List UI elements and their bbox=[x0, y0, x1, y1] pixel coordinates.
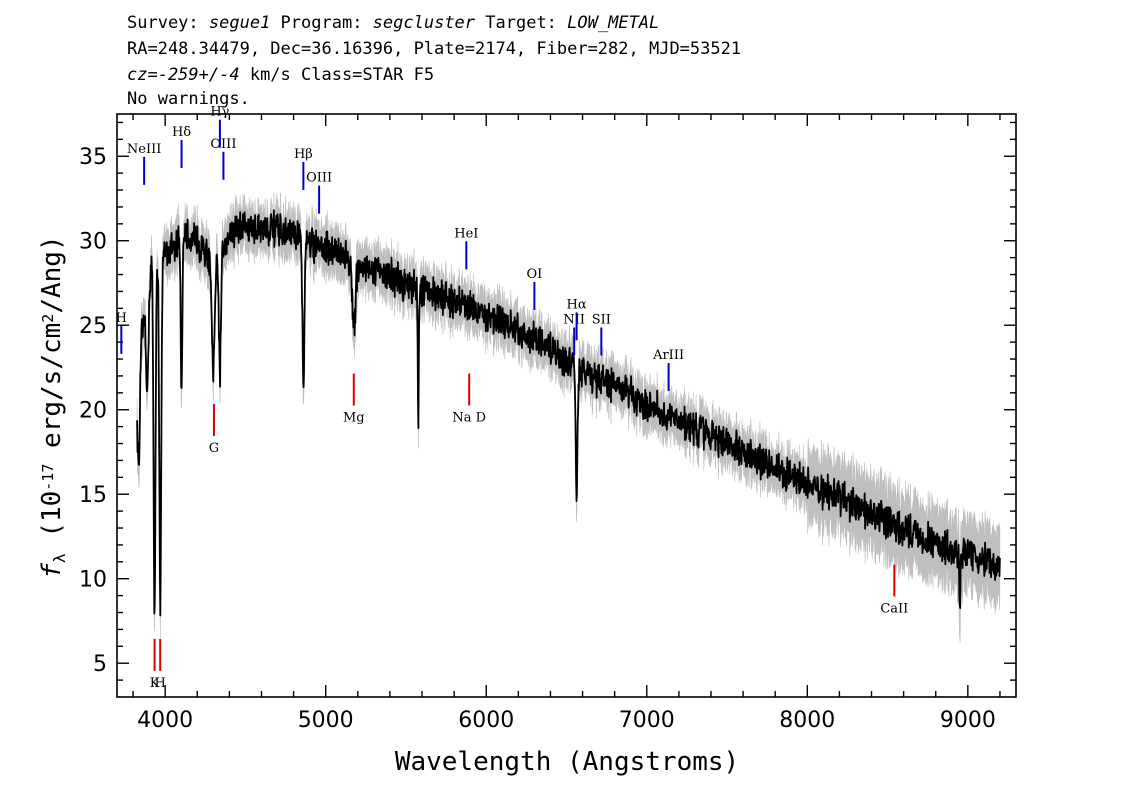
flux-layer bbox=[136, 209, 1001, 617]
line-label: K bbox=[150, 676, 160, 691]
line-label: NeIII bbox=[127, 142, 161, 157]
y-axis-label: fλ (10-17 erg/s/cm2/Ang) bbox=[37, 235, 69, 578]
axes: 4000 5000 6000 7000 8000 9000 5 10 15 20 25 30 35 bbox=[79, 113, 1017, 733]
header-run: LOW_METAL bbox=[567, 13, 659, 33]
header-line-2: RA=248.34479, Dec=36.16396, Plate=2174, … bbox=[127, 39, 741, 59]
y-label-run: /Ang) bbox=[37, 235, 67, 313]
x-tick-label: 8000 bbox=[779, 708, 835, 733]
line-label: OIII bbox=[306, 171, 332, 186]
line-label: SII bbox=[592, 313, 611, 328]
header-run: segue1 bbox=[209, 13, 270, 33]
header-run: Program: bbox=[270, 13, 372, 33]
x-tick-label: 9000 bbox=[940, 708, 996, 733]
line-label: NII bbox=[563, 313, 585, 328]
line-label: Hγ bbox=[210, 105, 229, 120]
line-label: ArIII bbox=[652, 348, 684, 363]
y-label-run: (10 bbox=[37, 491, 67, 554]
line-markers: HNeIIIHδHγOIIIHβOIIIHeIOINIIHαSIIArIIIKH… bbox=[116, 105, 909, 691]
flux-series-line bbox=[136, 209, 1001, 617]
chart-header: Survey: segue1 Program: segcluster Targe… bbox=[127, 13, 741, 109]
x-tick-label: 7000 bbox=[619, 708, 675, 733]
line-label: CaII bbox=[880, 602, 908, 617]
y-label-run: f bbox=[37, 563, 67, 579]
header-run: cz=-259+/-4 bbox=[127, 65, 240, 85]
y-tick-label: 15 bbox=[79, 483, 107, 508]
line-label: G bbox=[209, 441, 219, 456]
line-label: OI bbox=[526, 267, 542, 282]
line-label: OIII bbox=[210, 137, 236, 152]
plot-frame bbox=[116, 113, 1017, 698]
line-label: Mg bbox=[343, 411, 365, 426]
header-line-1: Survey: segue1 Program: segcluster Targe… bbox=[127, 13, 659, 33]
y-tick-label: 5 bbox=[93, 652, 107, 677]
error-band bbox=[136, 191, 1001, 643]
line-label: Hα bbox=[567, 297, 587, 312]
line-label: HeI bbox=[454, 226, 478, 241]
y-tick-label: 10 bbox=[79, 568, 107, 593]
line-label: Hβ bbox=[294, 147, 313, 162]
error-band-area bbox=[136, 191, 1001, 643]
y-tick-label: 30 bbox=[79, 230, 107, 255]
y-label-run: 2 bbox=[39, 314, 57, 323]
x-tick-label: 4000 bbox=[137, 708, 193, 733]
header-run: Survey: bbox=[127, 13, 209, 33]
header-run: km/s Class=STAR F5 bbox=[240, 65, 434, 85]
line-label: H bbox=[116, 311, 127, 326]
line-label: Hδ bbox=[172, 125, 191, 140]
header-line-4: No warnings. bbox=[127, 89, 250, 109]
y-tick-label: 20 bbox=[79, 399, 107, 424]
line-label: H bbox=[155, 676, 166, 691]
line-label: Na D bbox=[452, 411, 486, 426]
header-line-3: cz=-259+/-4 km/s Class=STAR F5 bbox=[127, 65, 434, 85]
header-run: segcluster bbox=[373, 13, 476, 33]
y-label-run: erg/s/cm bbox=[37, 323, 67, 464]
header-run: Target: bbox=[475, 13, 567, 33]
x-tick-label: 5000 bbox=[298, 708, 354, 733]
y-label-run: λ bbox=[50, 553, 69, 563]
y-tick-label: 25 bbox=[79, 314, 107, 339]
x-axis-label: Wavelength (Angstroms) bbox=[395, 747, 739, 777]
y-tick-label: 35 bbox=[79, 145, 107, 170]
y-label-run: -17 bbox=[39, 464, 57, 491]
x-tick-label: 6000 bbox=[458, 708, 514, 733]
